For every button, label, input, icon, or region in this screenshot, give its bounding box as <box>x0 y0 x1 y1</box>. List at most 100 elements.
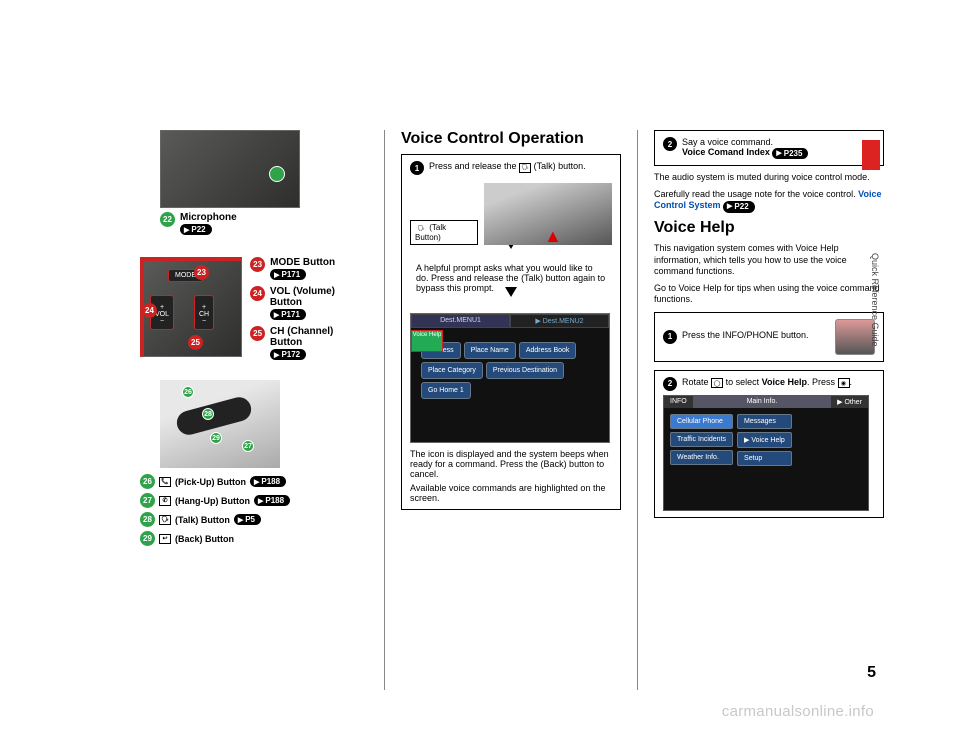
muted-note: The audio system is muted during voice c… <box>654 172 884 183</box>
flow-arrow-2 <box>505 287 517 307</box>
voice-help-icon-highlighted: Voice Help <box>411 330 443 352</box>
pickup-ref[interactable]: P188 <box>250 476 286 487</box>
usage-note: Carefully read the usage note for the vo… <box>654 189 884 214</box>
vh-step2-badge: 2 <box>663 377 677 391</box>
callout-24b: 24 <box>250 286 265 301</box>
info-messages: Messages <box>737 414 792 429</box>
vc-step1: 1 Press and release the 🗣 (Talk) button. <box>410 161 612 175</box>
voice-index-label: Voice Comand Index <box>682 147 770 157</box>
callout-28b: 28 <box>140 512 155 527</box>
callout-28: 28 <box>202 408 214 420</box>
info-hdr-mid: Main Info. <box>693 396 831 408</box>
callout-27b: 27 <box>140 493 155 508</box>
menu-place-name: Place Name <box>464 342 516 359</box>
watermark: carmanualsonline.info <box>722 703 874 720</box>
ch-btn-graphic: +CH− <box>194 295 214 330</box>
menu-prev-dest: Previous Destination <box>486 362 564 379</box>
step-1-badge: 1 <box>410 161 424 175</box>
vh-step2-text: Rotate ◯ to select Voice Help. Press ◉. <box>682 377 852 389</box>
menu-place-category: Place Category <box>421 362 483 379</box>
info-setup: Setup <box>737 451 792 466</box>
callout-29b: 29 <box>140 531 155 546</box>
mic-ref-pill[interactable]: P22 <box>180 224 212 235</box>
vc-step1-post: (Talk) button. <box>534 161 586 171</box>
red-arrow-icon: ▲ <box>544 226 562 247</box>
voice-control-box: 1 Press and release the 🗣 (Talk) button.… <box>401 154 621 510</box>
mode-ref[interactable]: P171 <box>270 269 306 280</box>
info-weather: Weather Info. <box>670 450 733 465</box>
talk-icon-inline: 🗣 <box>519 163 531 173</box>
enter-icon: ◉ <box>838 378 850 388</box>
ch-ref[interactable]: P172 <box>270 349 306 360</box>
side-tab-red <box>862 140 880 170</box>
page-number: 5 <box>867 664 876 682</box>
tab-dest2: ▶ Dest.MENU2 <box>510 314 609 328</box>
talk-buttons-block: 26 27 28 29 26 📞 (Pick-Up) Button P188 2… <box>140 380 368 550</box>
talk-icon: 🗣 <box>159 515 171 525</box>
column-right: 2 Say a voice command. Voice Comand Inde… <box>654 130 884 690</box>
vol-ref[interactable]: P171 <box>270 309 306 320</box>
voice-help-p1: This navigation system comes with Voice … <box>654 243 884 277</box>
hangup-title: (Hang-Up) Button <box>175 496 250 506</box>
ch-title: CH (Channel) Button <box>270 326 368 348</box>
pickup-icon: 📞 <box>159 477 171 487</box>
mic-label-row: 22 Microphone P22 <box>160 212 368 235</box>
vc-footer-2: Available voice commands are highlighted… <box>410 483 612 503</box>
dial-icon: ◯ <box>711 378 723 388</box>
vh-step1-box: 1 Press the INFO/PHONE button. <box>654 312 884 362</box>
voice-help-p2: Go to Voice Help for tips when using the… <box>654 283 884 306</box>
side-tab: Quick Reference Guide <box>862 140 880 420</box>
callout-26b: 26 <box>140 474 155 489</box>
info-voice-help: ▶ Voice Help <box>737 432 792 448</box>
info-traffic: Traffic Incidents <box>670 432 733 447</box>
pickup-title: (Pick-Up) Button <box>175 477 246 487</box>
callout-26: 26 <box>182 386 194 398</box>
hangup-icon: ✆ <box>159 496 171 506</box>
column-left: 22 Microphone P22 MODE +VOL− +CH− 23 24 … <box>140 130 368 690</box>
back-title: (Back) Button <box>175 534 234 544</box>
column-middle: Voice Control Operation 1 Press and rele… <box>401 130 621 690</box>
nav-screen-1: Dest.MENU1 ▶ Dest.MENU2 Voice Help Addre… <box>410 313 610 443</box>
vc-footer-1: The icon is displayed and the system bee… <box>410 449 612 479</box>
microphone-photo <box>160 130 300 208</box>
steering-wheel-photo: MODE +VOL− +CH− 23 24 25 <box>140 257 242 357</box>
column-divider-2 <box>637 130 638 690</box>
callout-23: 23 <box>194 265 209 280</box>
vh-step2-box: 2 Rotate ◯ to select Voice Help. Press ◉… <box>654 370 884 518</box>
callout-29: 29 <box>210 432 222 444</box>
side-tab-label: Quick Reference Guide <box>862 170 880 420</box>
back-icon: ↩ <box>159 534 171 544</box>
talk-buttons-list: 26 📞 (Pick-Up) Button P188 27 ✆ (Hang-Up… <box>140 474 368 546</box>
wheel-labels: 23 MODE ButtonP171 24 VOL (Volume) Butto… <box>250 257 368 366</box>
steering-wheel-block: MODE +VOL− +CH− 23 24 25 23 MODE ButtonP… <box>140 257 368 366</box>
mic-title: Microphone <box>180 212 237 223</box>
callout-27: 27 <box>242 440 254 452</box>
talk-ref[interactable]: P5 <box>234 514 261 525</box>
say-command-box: 2 Say a voice command. Voice Comand Inde… <box>654 130 884 166</box>
vol-title: VOL (Volume) Button <box>270 286 368 308</box>
talk-button-callout: 🗣 (Talk Button) <box>410 220 478 246</box>
talk-buttons-photo: 26 27 28 29 <box>160 380 280 468</box>
tab-dest1: Dest.MENU1 <box>411 314 510 328</box>
menu-address-book: Address Book <box>519 342 577 359</box>
voice-ctrl-system-ref[interactable]: P22 <box>723 201 755 213</box>
page-content: 22 Microphone P22 MODE +VOL− +CH− 23 24 … <box>140 130 940 690</box>
vh-step1-text: Press the INFO/PHONE button. <box>682 330 809 340</box>
callout-25b: 25 <box>250 326 265 341</box>
callout-22: 22 <box>160 212 175 227</box>
column-divider-1 <box>384 130 385 690</box>
info-hdr-left: INFO <box>664 396 693 408</box>
mode-title: MODE Button <box>270 257 335 268</box>
callout-23b: 23 <box>250 257 265 272</box>
info-screen: INFO Main Info. ▶ Other Cellular Phone T… <box>663 395 869 511</box>
callout-24: 24 <box>142 303 157 318</box>
voice-help-heading: Voice Help <box>654 219 884 237</box>
say-command-line1: Say a voice command. <box>682 137 773 147</box>
menu-go-home: Go Home 1 <box>421 382 471 399</box>
hangup-ref[interactable]: P188 <box>254 495 290 506</box>
voice-control-heading: Voice Control Operation <box>401 130 621 148</box>
vh-step1-badge: 1 <box>663 330 677 344</box>
voice-index-ref[interactable]: P235 <box>772 148 808 159</box>
step-2-badge: 2 <box>663 137 677 151</box>
info-cellular: Cellular Phone <box>670 414 733 429</box>
